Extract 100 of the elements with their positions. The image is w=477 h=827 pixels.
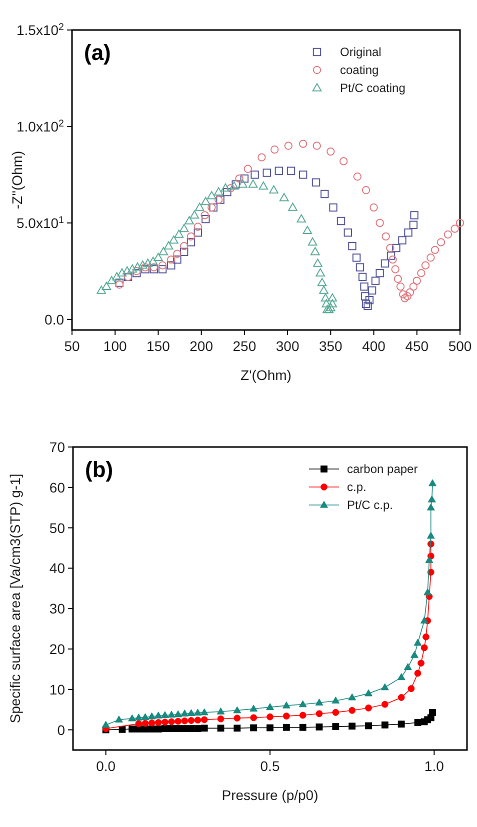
point [250, 704, 258, 712]
point [368, 286, 376, 295]
point [168, 710, 176, 718]
point [238, 180, 248, 188]
y-tick-label: 0 [57, 722, 66, 738]
point [362, 186, 370, 194]
point [400, 294, 409, 302]
point [190, 210, 200, 219]
point [398, 720, 405, 728]
point [142, 720, 149, 727]
point [316, 724, 323, 730]
point [115, 716, 123, 723]
point [410, 211, 418, 220]
point [319, 286, 328, 294]
point [148, 256, 158, 265]
point [128, 264, 137, 273]
point [450, 224, 459, 233]
point [332, 723, 340, 730]
point [158, 265, 167, 274]
point [326, 302, 336, 312]
point [138, 260, 148, 269]
point [194, 222, 202, 231]
point [122, 266, 132, 275]
point [381, 722, 388, 728]
point [248, 180, 258, 188]
point [426, 254, 435, 262]
point [214, 187, 224, 196]
point [188, 717, 195, 724]
point [96, 286, 106, 294]
point [361, 292, 370, 300]
y-tick-label: 1.5x10$^{2}$ [16, 22, 64, 38]
y-tick-label: 1.0x10$^{2}$ [16, 118, 64, 134]
point [312, 142, 321, 150]
point [388, 255, 397, 264]
x-tick-label: 350 [318, 338, 343, 354]
point [262, 168, 271, 177]
legend-label: coating [340, 63, 379, 77]
x-tick-label: 200 [190, 338, 214, 354]
point [386, 252, 396, 260]
point [360, 282, 368, 291]
point [250, 714, 258, 722]
point [194, 228, 202, 237]
y-tick-label: 5.0x10$^{1}$ [16, 214, 64, 231]
x-tick-label: 450 [405, 338, 429, 354]
point [154, 719, 162, 726]
point [316, 710, 323, 718]
point [324, 304, 334, 314]
point [299, 712, 306, 719]
point [380, 683, 389, 690]
point [282, 712, 290, 720]
point [288, 202, 298, 211]
point [179, 224, 189, 232]
point [173, 250, 182, 258]
point [134, 714, 143, 720]
point [258, 181, 268, 190]
point [421, 261, 430, 270]
point [244, 164, 252, 174]
point [141, 713, 150, 720]
point [392, 244, 400, 252]
point [364, 689, 372, 696]
point [298, 140, 308, 148]
point [328, 299, 338, 308]
point [380, 259, 390, 268]
point [381, 700, 388, 708]
legend-label: carbon paper [347, 462, 418, 476]
point [142, 726, 149, 732]
y-tick-label: 10 [49, 681, 66, 698]
point [181, 717, 188, 724]
point [132, 262, 142, 271]
point [174, 718, 182, 725]
point [158, 261, 167, 270]
legend-label: Original [340, 45, 382, 59]
point [229, 181, 239, 190]
point [135, 720, 142, 728]
annotation: (b) [85, 457, 114, 482]
point [344, 228, 352, 237]
point [418, 660, 424, 667]
point [353, 172, 362, 181]
point [456, 218, 464, 228]
point [426, 532, 435, 539]
point [313, 258, 322, 267]
point [394, 274, 402, 283]
point [158, 247, 168, 256]
y-tick-label: 20 [49, 641, 66, 657]
point [282, 701, 290, 708]
point [186, 238, 196, 246]
legend-label: Pt/C coating [340, 81, 406, 95]
point [308, 237, 318, 246]
point [154, 252, 163, 262]
point [348, 722, 356, 730]
point [348, 242, 356, 250]
point [180, 248, 188, 256]
point [316, 268, 325, 276]
point [315, 698, 324, 706]
x-tick-label: 50 [64, 338, 80, 354]
point [348, 693, 356, 700]
point [412, 276, 421, 285]
point [364, 302, 372, 310]
point [403, 292, 412, 300]
point [180, 242, 188, 250]
